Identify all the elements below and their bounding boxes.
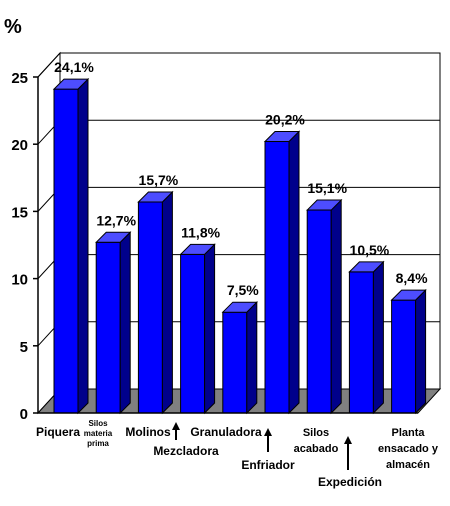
x-tick-label-expedicion: Expedición <box>318 475 382 489</box>
y-tick-label: 15 <box>11 204 28 221</box>
data-label: 24,1% <box>54 59 94 75</box>
x-tick-label-line: Planta <box>391 427 425 439</box>
bar-front <box>180 253 206 414</box>
data-label: 15,1% <box>307 180 347 196</box>
x-tick-label-line: Piquera <box>36 425 80 439</box>
y-tick-label: 25 <box>11 70 28 87</box>
bar-side <box>246 300 258 415</box>
data-labels: 24,1% 12,7% 15,7% 11,8% 7,5% 20,2% 15,1% 10,5% 8… <box>54 59 428 298</box>
x-tick-label-line: Silos <box>303 427 329 439</box>
y-axis: % 0 5 10 15 20 25 <box>4 16 39 423</box>
bar-silos-materia-prima <box>94 231 132 415</box>
bar-front <box>222 311 248 414</box>
bar-top <box>137 191 174 203</box>
bar-silos-acabado <box>305 198 343 415</box>
x-tick-label-line: Mezcladora <box>153 444 219 458</box>
bar-top <box>221 301 259 313</box>
bar-front <box>53 88 79 414</box>
bar-enfriador <box>263 130 301 415</box>
bar-piquera <box>52 77 90 415</box>
x-axis: PiqueraSilosmateriaprimaMolinosMezclador… <box>36 412 439 489</box>
bar-top <box>179 243 216 255</box>
bar-planta-ensacado-y-almacen <box>390 288 427 415</box>
bar-side <box>288 130 300 415</box>
x-tick-label-line: prima <box>87 439 109 448</box>
bars <box>52 77 427 415</box>
bar-top <box>52 78 90 90</box>
x-tick-label-line: materia <box>84 429 113 438</box>
bar-side <box>415 288 427 415</box>
bar-front <box>306 209 332 414</box>
arrow-up-icon <box>172 422 180 440</box>
data-label: 20,2% <box>265 112 305 128</box>
x-tick-label-molinos: Molinos <box>125 425 171 439</box>
x-tick-label-enfriador: Enfriador <box>241 458 295 472</box>
bar-expedicion <box>348 260 385 415</box>
bar-front <box>137 201 163 414</box>
bar-side <box>330 198 342 415</box>
bar-side <box>372 260 384 415</box>
arrow-up-icon <box>344 436 352 470</box>
y-tick-label: 20 <box>11 137 28 154</box>
data-label: 11,8% <box>181 224 220 240</box>
x-tick-label-line: Molinos <box>125 425 171 439</box>
data-label: 12,7% <box>96 212 136 228</box>
bar-side <box>204 243 216 415</box>
bar-top <box>348 261 385 273</box>
y-axis-label: % <box>4 16 22 38</box>
x-tick-label-line: Enfriador <box>241 458 295 472</box>
bar-side <box>119 231 131 415</box>
data-label: 10,5% <box>350 242 390 258</box>
bar-molinos <box>137 190 174 415</box>
x-tick-label-granuladora: Granuladora <box>190 425 262 439</box>
x-tick-label-line: Silos <box>88 419 108 428</box>
x-tick-label-silos-acabado: Silos acabado <box>294 427 339 455</box>
bar-side <box>77 77 89 415</box>
data-label: 15,7% <box>139 172 179 188</box>
bar-front <box>391 299 417 414</box>
gridline <box>37 52 440 78</box>
y-tick-label: 0 <box>20 406 28 423</box>
bar-top <box>94 231 132 243</box>
bar-front <box>95 241 121 414</box>
data-label: 8,4% <box>396 270 428 286</box>
x-tick-label-piquera: Piquera <box>36 425 80 439</box>
x-tick-label-line: almacén <box>386 459 430 471</box>
data-label: 7,5% <box>227 282 259 298</box>
x-tick-label-line: acabado <box>294 443 339 455</box>
bar-front <box>264 141 290 414</box>
y-tick-label: 10 <box>11 272 28 289</box>
arrow-up-icon <box>264 428 272 452</box>
x-tick-label-mezcladora: Mezcladora <box>153 444 219 458</box>
x-tick-label-line: Granuladora <box>190 425 262 439</box>
bar-front <box>348 271 374 414</box>
x-tick-label-line: ensacado y <box>378 443 439 455</box>
x-tick-label-planta-ensacado-y-almacen: Planta ensacado y almacén <box>378 427 439 471</box>
y-tick-label: 5 <box>20 339 28 356</box>
bar-top <box>390 289 427 301</box>
bar-mezcladora <box>179 243 216 415</box>
bar-top <box>263 131 301 143</box>
bar-granuladora <box>221 300 259 415</box>
bar-top <box>305 199 343 211</box>
bar-side <box>161 190 173 415</box>
x-tick-label-line: Expedición <box>318 475 382 489</box>
